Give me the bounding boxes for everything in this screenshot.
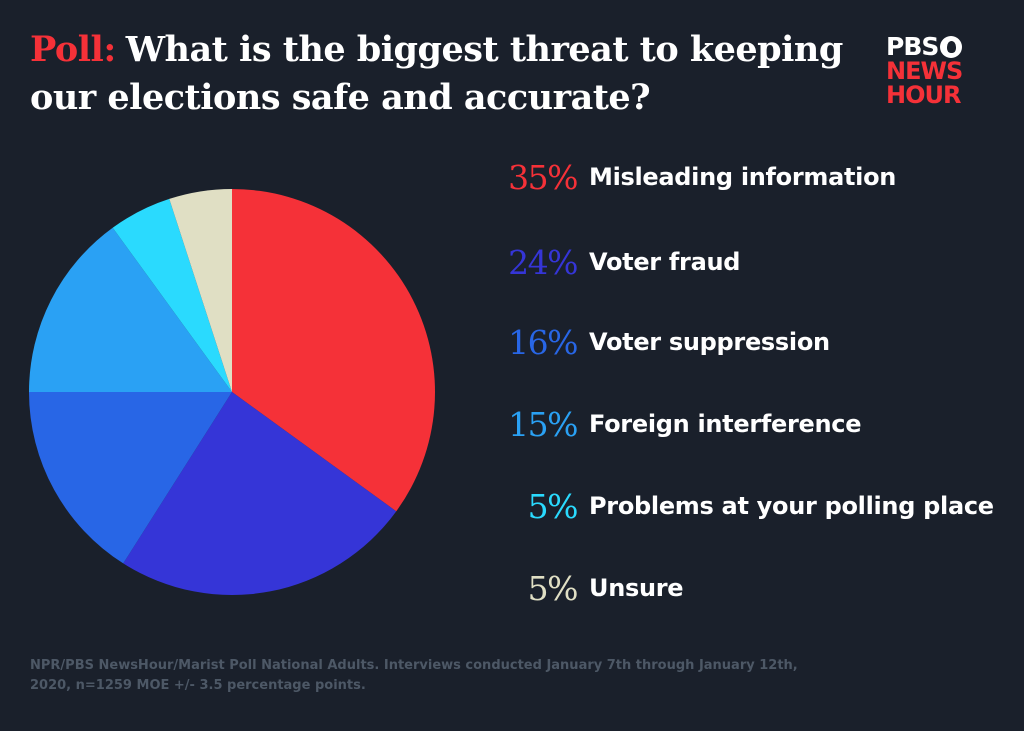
legend-item: 24% Voter fraud — [480, 242, 1020, 282]
pie-slice-misleading-information — [232, 189, 435, 512]
legend-label: Voter suppression — [589, 328, 830, 356]
pie-slice-foreign-interference — [29, 227, 232, 392]
source-note: NPR/PBS NewsHour/Marist Poll National Ad… — [30, 656, 830, 696]
data-label-percent: 5% — [527, 486, 579, 526]
pbs-logo-wordmark: PBS — [886, 34, 996, 59]
legend-item: 16% Voter suppression — [480, 322, 1020, 362]
legend-label: Voter fraud — [589, 248, 741, 276]
data-label-percent: 24% — [508, 242, 578, 282]
source-line-2: 2020, n=1259 MOE +/- 3.5 percentage poin… — [30, 678, 366, 693]
poll-label: Poll: — [30, 29, 116, 70]
data-label-percent: 5% — [527, 568, 579, 608]
legend-label: Misleading information — [589, 163, 897, 191]
pbs-newshour-logo: PBS NEWS HOUR — [886, 34, 996, 107]
pbs-head-icon — [940, 35, 963, 58]
legend-item: 15% Foreign interference — [480, 404, 1020, 444]
data-label-percent: 35% — [508, 157, 578, 197]
legend-item: 5% Unsure — [480, 568, 1020, 608]
legend-item: 5% Problems at your polling place — [480, 486, 1020, 526]
title-line-1: What is the biggest threat to keeping — [125, 29, 844, 70]
legend-label: Problems at your polling place — [589, 492, 994, 520]
pie-slice-voter-fraud — [123, 392, 397, 595]
title-line-2: our elections safe and accurate? — [30, 77, 651, 118]
data-label-percent: 16% — [508, 322, 578, 362]
news-text: NEWS — [886, 57, 963, 85]
data-label-percent: 15% — [508, 404, 578, 444]
legend-label: Foreign interference — [589, 410, 862, 438]
chart-title: Poll: What is the biggest threat to keepi… — [30, 26, 850, 122]
source-line-1: NPR/PBS NewsHour/Marist Poll National Ad… — [30, 658, 798, 673]
pie-chart — [29, 189, 435, 595]
pbs-text: PBS — [886, 32, 939, 61]
legend-item: 35% Misleading information — [480, 157, 1020, 197]
hour-text: HOUR — [886, 81, 961, 109]
pie-slice-voter-suppression — [29, 392, 232, 564]
pie-slice-problems-at-your-polling-place — [112, 198, 232, 392]
legend-label: Unsure — [589, 574, 684, 602]
pie-slice-unsure — [169, 189, 232, 392]
